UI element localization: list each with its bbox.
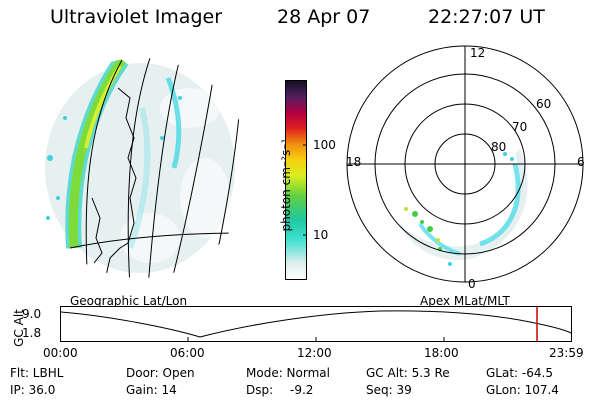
status-gain: Gain: 14 xyxy=(126,383,177,397)
altitude-xtick-4: 23:59 xyxy=(549,346,584,360)
altitude-xtick-3: 18:00 xyxy=(424,346,459,360)
instrument-title: Ultraviolet Imager xyxy=(50,6,223,28)
altitude-xtick-2: 12:00 xyxy=(297,346,332,360)
status-gc-altitude: GC Alt: 5.3 Re xyxy=(366,366,450,380)
status-dsp-label: Dsp: xyxy=(246,383,274,397)
polar-mlat-mlt-plot xyxy=(346,45,584,283)
projection-left-label: Geographic Lat/Lon xyxy=(70,294,188,308)
altitude-ytick-high: 9.0 xyxy=(22,307,42,321)
status-mode: Mode: Normal xyxy=(246,366,330,380)
geographic-auroral-image xyxy=(45,58,246,278)
altitude-xtick-0: 00:00 xyxy=(43,346,78,360)
status-dsp-value: -9.2 xyxy=(290,383,314,397)
status-door: Door: Open xyxy=(126,366,195,380)
lat-label-80: 80 xyxy=(491,140,507,154)
mlt-label-18: 18 xyxy=(346,155,362,169)
status-geo-latitude: GLat: -64.5 xyxy=(486,366,553,380)
colorbar-tick-10: 10 xyxy=(313,228,329,242)
altitude-timeline-plot xyxy=(60,306,572,342)
mlt-label-12: 12 xyxy=(470,46,486,60)
colorbar-unit-label: photon cm⁻²s⁻¹ xyxy=(279,138,293,232)
mlt-label-0: 0 xyxy=(468,277,476,291)
time-label: 22:27:07 UT xyxy=(428,6,545,28)
mlt-label-6: 6 xyxy=(577,155,585,169)
lat-label-70: 70 xyxy=(512,120,528,134)
intensity-colorbar xyxy=(285,80,307,280)
altitude-ytick-low: 1.8 xyxy=(22,326,42,340)
date-label: 28 Apr 07 xyxy=(277,6,371,28)
altitude-xtick-1: 06:00 xyxy=(170,346,205,360)
status-ip: IP: 36.0 xyxy=(10,383,56,397)
projection-right-label: Apex MLat/MLT xyxy=(420,294,510,308)
status-sequence: Seq: 39 xyxy=(366,383,412,397)
status-filter: Flt: LBHL xyxy=(10,366,64,380)
colorbar-tick-100: 100 xyxy=(313,138,336,152)
status-geo-longitude: GLon: 107.4 xyxy=(486,383,559,397)
lat-label-60: 60 xyxy=(536,97,552,111)
